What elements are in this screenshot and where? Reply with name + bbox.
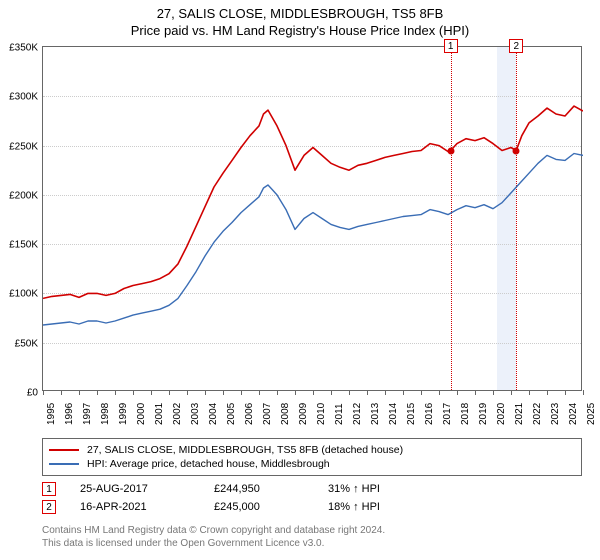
xtick-label: 2002 bbox=[172, 403, 183, 425]
xtick-label: 2016 bbox=[424, 403, 435, 425]
sales-price: £244,950 bbox=[214, 483, 304, 495]
series-svg bbox=[43, 47, 583, 392]
xtick-label: 2015 bbox=[406, 403, 417, 425]
xtick-label: 2017 bbox=[442, 403, 453, 425]
xtick-label: 2020 bbox=[496, 403, 507, 425]
xtick-label: 2014 bbox=[388, 403, 399, 425]
xtick-label: 2008 bbox=[280, 403, 291, 425]
xtick-label: 2024 bbox=[568, 403, 579, 425]
xtick-label: 2011 bbox=[334, 403, 345, 425]
xtick-label: 2023 bbox=[550, 403, 561, 425]
xtick-label: 2010 bbox=[316, 403, 327, 425]
xtick-label: 1997 bbox=[82, 403, 93, 425]
xtick-label: 2001 bbox=[154, 403, 165, 425]
xtick-label: 2021 bbox=[514, 403, 525, 425]
ytick-label: £350K bbox=[9, 43, 38, 54]
xtick-label: 2019 bbox=[478, 403, 489, 425]
xtick-label: 1999 bbox=[118, 403, 129, 425]
series-hpi bbox=[43, 154, 583, 326]
legend-label: 27, SALIS CLOSE, MIDDLESBROUGH, TS5 8FB … bbox=[87, 444, 403, 456]
sales-index-box: 1 bbox=[42, 482, 56, 496]
xtick-label: 1996 bbox=[64, 403, 75, 425]
footer-attribution: Contains HM Land Registry data © Crown c… bbox=[42, 525, 582, 550]
xtick-label: 2007 bbox=[262, 403, 273, 425]
xtick bbox=[583, 390, 584, 395]
ytick-label: £50K bbox=[15, 338, 38, 349]
xtick-label: 2025 bbox=[586, 403, 597, 425]
sales-date: 25-AUG-2017 bbox=[80, 483, 190, 495]
sales-date: 16-APR-2021 bbox=[80, 501, 190, 513]
ytick-label: £0 bbox=[27, 388, 38, 399]
xtick-label: 2013 bbox=[370, 403, 381, 425]
sales-delta: 31% ↑ HPI bbox=[328, 483, 380, 495]
legend-swatch bbox=[49, 463, 79, 465]
sales-delta: 18% ↑ HPI bbox=[328, 501, 380, 513]
sales-row: 2 16-APR-2021 £245,000 18% ↑ HPI bbox=[42, 498, 582, 516]
legend: 27, SALIS CLOSE, MIDDLESBROUGH, TS5 8FB … bbox=[42, 438, 582, 476]
ytick-label: £300K bbox=[9, 92, 38, 103]
xtick-label: 1998 bbox=[100, 403, 111, 425]
xtick-label: 2012 bbox=[352, 403, 363, 425]
chart-plot-area: 12 bbox=[42, 46, 582, 391]
sales-row: 1 25-AUG-2017 £244,950 31% ↑ HPI bbox=[42, 480, 582, 498]
footer-line1: Contains HM Land Registry data © Crown c… bbox=[42, 525, 582, 538]
legend-label: HPI: Average price, detached house, Midd… bbox=[87, 458, 330, 470]
title-subtitle: Price paid vs. HM Land Registry's House … bbox=[0, 23, 600, 38]
sales-table: 1 25-AUG-2017 £244,950 31% ↑ HPI 2 16-APR-202… bbox=[42, 480, 582, 516]
footer-line2: This data is licensed under the Open Gov… bbox=[42, 538, 582, 551]
xtick-label: 2018 bbox=[460, 403, 471, 425]
xtick-label: 2004 bbox=[208, 403, 219, 425]
ytick-label: £150K bbox=[9, 240, 38, 251]
sales-index-box: 2 bbox=[42, 500, 56, 514]
chart-container: 27, SALIS CLOSE, MIDDLESBROUGH, TS5 8FB … bbox=[0, 0, 600, 560]
xtick-label: 2006 bbox=[244, 403, 255, 425]
legend-row: 27, SALIS CLOSE, MIDDLESBROUGH, TS5 8FB … bbox=[49, 443, 575, 457]
xtick-label: 2009 bbox=[298, 403, 309, 425]
xtick-label: 2005 bbox=[226, 403, 237, 425]
xtick-label: 1995 bbox=[46, 403, 57, 425]
sale-dot bbox=[513, 147, 520, 154]
xtick-label: 2003 bbox=[190, 403, 201, 425]
ytick-label: £100K bbox=[9, 289, 38, 300]
sale-dot bbox=[447, 147, 454, 154]
titles: 27, SALIS CLOSE, MIDDLESBROUGH, TS5 8FB … bbox=[0, 0, 600, 38]
xtick-label: 2022 bbox=[532, 403, 543, 425]
legend-row: HPI: Average price, detached house, Midd… bbox=[49, 457, 575, 471]
ytick-label: £200K bbox=[9, 190, 38, 201]
sales-price: £245,000 bbox=[214, 501, 304, 513]
ytick-label: £250K bbox=[9, 141, 38, 152]
xtick-label: 2000 bbox=[136, 403, 147, 425]
legend-swatch bbox=[49, 449, 79, 451]
title-address: 27, SALIS CLOSE, MIDDLESBROUGH, TS5 8FB bbox=[0, 6, 600, 21]
